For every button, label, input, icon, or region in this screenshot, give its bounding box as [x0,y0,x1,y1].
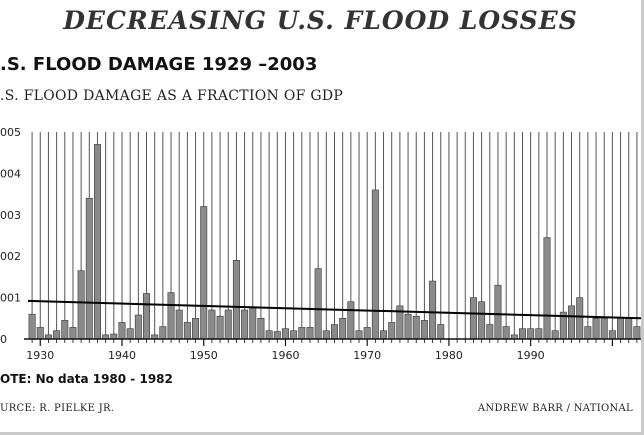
y-tick-label: 001 [0,292,21,305]
bar-1934 [69,327,77,340]
bar-2003 [633,326,641,340]
bar-1975 [404,313,412,340]
bar-1940 [118,322,126,340]
y-tick-label: 003 [0,209,21,222]
bar-1993 [551,330,559,340]
note-text: : No data 1980 - 1982 [26,372,173,386]
bar-1957 [257,318,265,340]
x-tick-label: 1970 [353,349,381,362]
bar-1992 [543,237,551,340]
y-tick-label: 002 [0,250,21,263]
bar-1943 [143,293,151,340]
bar-1998 [592,318,600,340]
bar-1951 [208,309,216,340]
bar-1955 [241,309,249,340]
x-tick-label: 1950 [190,349,218,362]
bar-1937 [93,144,101,340]
trend-line-path [27,299,641,320]
trend-line [27,299,641,320]
bar-1985 [486,324,494,340]
note-prefix: OTE [0,372,27,386]
bar-1983 [469,297,477,340]
bar-1971 [371,189,379,340]
bar-1979 [437,324,445,340]
bar-1939 [110,333,118,340]
bar-1973 [388,322,396,340]
bar-1961 [290,330,298,340]
chart-title: .S. FLOOD DAMAGE 1929 –2003 [0,54,318,75]
bar-1962 [298,327,306,340]
bar-1932 [53,330,61,340]
bar-1996 [576,297,584,340]
bar-1995 [568,305,576,340]
bar-1984 [478,301,486,340]
x-tick-label: 1960 [271,349,299,362]
bar-1946 [167,292,175,340]
chart-subtitle: .S. FLOOD DAMAGE AS A FRACTION OF GDP [0,88,344,104]
bar-2000 [608,330,616,340]
bar-1958 [265,330,273,340]
bar-chart: 0 001 002 003 004 005 1930 1940 1950 1960 1970 1980… [0,126,641,362]
bar-1960 [281,328,289,340]
headline: DECREASING U.S. FLOOD LOSSES [63,6,578,35]
bar-2001 [617,318,625,340]
note: OTE: No data 1980 - 1982 [0,372,173,386]
y-tick-label: 004 [0,167,21,180]
bar-1972 [380,330,388,340]
bar-1997 [584,326,592,340]
bar-1935 [77,270,85,340]
bar-1990 [527,328,535,340]
x-tick-label: 1980 [435,349,463,362]
tick-labels: 0 001 002 003 004 005 1930 1940 1950 1960 1970 1980… [0,126,545,362]
bar-1968 [347,301,355,340]
y-tick-label: 005 [0,126,21,139]
bar-1930 [36,327,44,340]
bar-1989 [518,328,526,340]
bar-1966 [331,324,338,340]
bar-1950 [200,206,208,340]
y-tick-label: 0 [0,333,7,346]
bar-1986 [494,284,502,340]
bar-1942 [134,314,142,340]
bar-1976 [412,315,420,340]
bars [28,144,641,340]
x-tick-label: 1940 [108,349,136,362]
bar-1959 [273,331,281,340]
bar-1987 [502,326,510,340]
bar-1978 [429,280,437,340]
artist-credit: ANDREW BARR / NATIONAL [477,403,633,414]
bar-1929 [28,313,36,340]
bar-1956 [249,307,257,340]
bar-1963 [306,327,314,340]
bar-1936 [85,197,93,340]
x-tick-label: 1990 [517,349,545,362]
bar-1941 [126,328,134,340]
bar-1965 [322,330,330,340]
bar-1964 [314,268,322,340]
bar-1953 [224,309,232,340]
axes [24,338,641,346]
bar-1933 [61,320,69,340]
bar-2002 [625,318,633,340]
bar-1948 [183,322,191,340]
bar-1945 [159,326,167,340]
bar-1977 [420,320,428,340]
bar-1970 [363,327,371,340]
bar-1967 [339,318,347,340]
source-credit: URCE: R. PIELKE JR. [0,403,115,414]
bar-1969 [355,330,363,340]
bar-1949 [192,318,200,340]
x-tick-label: 1930 [26,349,54,362]
bar-1999 [600,318,608,340]
bar-1947 [175,309,183,340]
bar-1952 [216,315,224,340]
bar-1954 [232,260,240,340]
bar-1991 [535,328,543,340]
